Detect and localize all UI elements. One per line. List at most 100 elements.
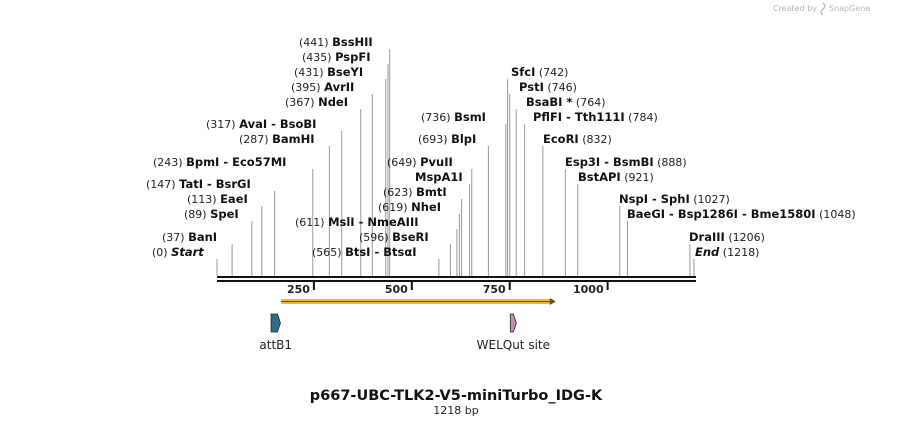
site-position: (596) [359,231,392,244]
site-position: (1218) [719,246,759,259]
enzyme-name: AvrII [324,80,354,94]
enzyme-name: - BsoBI [267,117,316,131]
site-label-bstapi[interactable]: BstAPI (921) [578,170,654,184]
site-label-bsabi[interactable]: BsaBI * (764) [526,95,606,109]
enzyme-name: - Tth111I [562,110,625,124]
feature-welqut-site-arrow[interactable] [509,313,517,333]
site-position: (243) [153,156,186,169]
site-label-bani[interactable]: (37) BanI [162,230,217,244]
enzyme-name: - SphI [648,192,690,206]
credit-brand: SnapGene [829,4,870,13]
site-label-nspi[interactable]: NspI - SphI (1027) [619,192,730,206]
site-position: (746) [544,81,577,94]
enzyme-name: NheI [411,200,441,214]
site-label-tati[interactable]: (147) TatI - BsrGI [146,177,251,191]
ruler-tick-label-750: 750 [483,283,506,296]
primer-arrow-icon [549,298,556,305]
site-label-esp3i[interactable]: Esp3I - BsmBI (888) [565,155,687,169]
features: attB1 WELQut site [259,313,550,352]
site-label-end[interactable]: End (1218) [695,245,759,259]
site-position: (832) [579,133,612,146]
enzyme-name: Esp3I [565,155,600,169]
site-label-bsshii[interactable]: (441) BssHII [299,35,373,49]
site-position: (736) [421,111,454,124]
site-label-avai[interactable]: (317) AvaI - BsoBI [206,117,316,131]
enzyme-name: - Bsp1286I [665,207,738,221]
site-label-bamhi[interactable]: (287) BamHI [239,132,315,146]
enzyme-name: SpeI [210,207,239,221]
site-label-bmti[interactable]: (623) BmtI [383,185,447,199]
site-position: (764) [572,96,605,109]
site-label-avrii[interactable]: (395) AvrII [291,80,354,94]
enzyme-name: EcoRI [543,132,579,146]
site-label-eaei[interactable]: (113) EaeI [187,192,248,206]
primer-bar [281,298,556,305]
site-label-bseri[interactable]: (596) BseRI [359,230,429,244]
enzyme-name: BseYI [327,65,363,79]
site-position: (147) [146,178,179,191]
site-label-mspa1i[interactable]: MspA1I [415,170,463,184]
map-title: p667-UBC-TLK2-V5-miniTurbo_IDG-K [310,388,603,404]
site-label-spei[interactable]: (89) SpeI [184,207,239,221]
map-length: 1218 bp [433,404,478,417]
site-label-sfci[interactable]: SfcI (742) [511,65,568,79]
site-label-btsi[interactable]: (565) BtsI - BtsαI [312,245,417,259]
site-position: (921) [621,171,654,184]
enzyme-name: PflFI [533,110,562,124]
site-label-pvuii[interactable]: (649) PvuII [387,155,453,169]
site-position: (888) [654,156,687,169]
site-position: (287) [239,133,272,146]
site-position: (619) [378,201,411,214]
site-position: (565) [312,246,345,259]
enzyme-name: - BtsαI [370,245,416,259]
site-label-pflfi[interactable]: PflFI - Tth111I (784) [533,110,658,124]
site-position: (431) [294,66,327,79]
site-position: (395) [291,81,324,94]
site-lines [216,49,695,276]
enzyme-name: - BsrGI [203,177,251,191]
site-label-baegi[interactable]: BaeGI - Bsp1286I - Bme1580I (1048) [627,207,856,221]
site-position: (1048) [816,208,856,221]
site-label-ecori[interactable]: EcoRI (832) [543,132,612,146]
enzyme-name: End [695,245,720,259]
enzyme-name: AvaI [239,117,267,131]
site-label-bpmi[interactable]: (243) BpmI - Eco57MI [153,155,286,169]
feature-attb1-arrow[interactable] [270,313,281,333]
enzyme-name: NspI [619,192,648,206]
enzyme-name: SfcI [511,65,535,79]
site-label-bsmi[interactable]: (736) BsmI [421,110,486,124]
enzyme-name: PvuII [420,155,453,169]
site-position: (693) [418,133,451,146]
enzyme-name: EaeI [220,192,248,206]
site-label-pspfi[interactable]: (435) PspFI [302,50,371,64]
enzyme-name: BamHI [272,132,314,146]
site-position: (113) [187,193,220,206]
enzyme-name: - NmeAIII [355,215,419,229]
site-position: (649) [387,156,420,169]
site-label-draiii[interactable]: DraIII (1206) [689,230,765,244]
site-position: (784) [625,111,658,124]
site-position: (623) [383,186,416,199]
site-label-nhei[interactable]: (619) NheI [378,200,441,214]
feature-attb1-label: attB1 [259,338,292,352]
site-label-bseyi[interactable]: (431) BseYI [294,65,363,79]
site-label-blpi[interactable]: (693) BlpI [418,132,476,146]
credit-prefix: Created by [773,4,817,13]
site-position: (441) [299,36,332,49]
enzyme-name: - Eco57MI [219,155,286,169]
enzyme-name: - Bme1580I [738,207,816,221]
site-labels: (0) Start(37) BanI(89) SpeI(113) EaeI(14… [146,35,856,259]
site-position: (1027) [690,193,730,206]
site-position: (0) [152,246,171,259]
site-position: (89) [184,208,210,221]
ruler-tick-label-250: 250 [287,283,310,296]
enzyme-name: TatI [179,177,203,191]
site-label-ndei[interactable]: (367) NdeI [285,95,348,109]
enzyme-name: - BsmBI [600,155,653,169]
enzyme-name: NdeI [318,95,348,109]
enzyme-name: BsmI [454,110,486,124]
site-label-msli[interactable]: (611) MslI - NmeAIII [295,215,419,229]
site-label-psti[interactable]: PstI (746) [519,80,577,94]
site-label-start[interactable]: (0) Start [152,245,204,259]
site-position: (435) [302,51,335,64]
